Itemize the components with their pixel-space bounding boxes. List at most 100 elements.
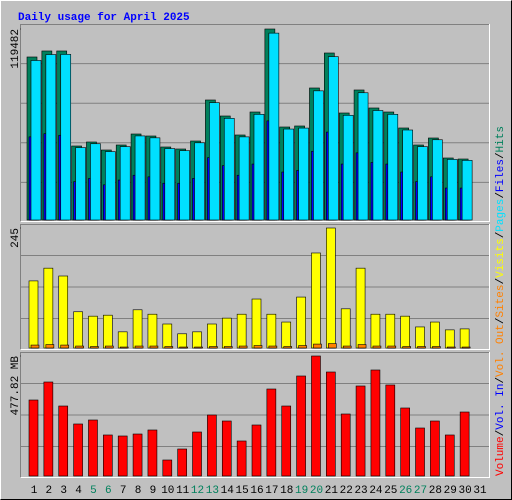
bar [223, 118, 235, 221]
x-tick-label: 18 [280, 485, 293, 497]
x-tick-label: 1 [31, 485, 38, 497]
bar [402, 129, 413, 221]
x-tick-label: 20 [310, 485, 323, 497]
bar [134, 345, 144, 349]
bar [28, 280, 39, 349]
bar [73, 311, 83, 349]
bar [164, 148, 176, 221]
bar [147, 313, 158, 349]
legend-separator: / [495, 377, 507, 384]
y-tick-label: 119482 [10, 29, 22, 69]
legend-entry: Volume [495, 436, 507, 476]
bar [194, 142, 205, 221]
x-tick-label: 11 [176, 485, 190, 497]
bar [342, 345, 352, 349]
x-tick-label: 5 [90, 485, 97, 497]
bar [266, 388, 277, 477]
bar [313, 343, 322, 349]
bar [179, 150, 190, 221]
bar [283, 128, 295, 221]
x-tick-label: 9 [150, 485, 157, 497]
bar [444, 329, 455, 349]
bar [326, 227, 336, 349]
bar [238, 136, 250, 221]
bar [177, 448, 187, 477]
bar [400, 315, 410, 349]
bar [387, 114, 399, 221]
bar [58, 405, 69, 477]
bar [253, 114, 265, 221]
x-tick-label: 30 [459, 485, 472, 497]
bar [402, 346, 411, 349]
x-tick-label: 26 [399, 485, 412, 497]
bar [357, 92, 369, 221]
bar [253, 345, 263, 349]
legend-entry: Files [495, 159, 507, 192]
bar [340, 413, 351, 477]
bar [357, 344, 367, 349]
bar [103, 314, 113, 349]
bar [90, 346, 99, 349]
bar [194, 346, 203, 349]
x-tick-label: 23 [354, 485, 367, 497]
bar [149, 137, 161, 221]
bar [400, 407, 410, 477]
x-tick-label: 15 [236, 485, 249, 497]
bar [45, 344, 55, 349]
panel-bevel-dark [20, 224, 490, 350]
x-tick-label: 13 [206, 485, 219, 497]
bar [60, 54, 72, 221]
bar [268, 345, 278, 349]
bar [387, 345, 397, 349]
bar [209, 102, 220, 221]
bar [117, 331, 128, 349]
bar [73, 423, 83, 477]
legend-entry: Pages [495, 199, 507, 232]
x-tick-label: 24 [369, 485, 383, 497]
bar [177, 333, 187, 349]
chart-title: Daily usage for April 2025 [18, 12, 190, 24]
bar [326, 371, 336, 477]
y-tick-label: 245 [10, 228, 22, 248]
x-tick-label: 28 [429, 485, 442, 497]
bar [461, 346, 471, 349]
bar [461, 160, 473, 221]
x-tick-label: 27 [414, 485, 427, 497]
bar [355, 267, 366, 349]
bar [385, 384, 396, 477]
bar [417, 346, 426, 349]
legend-separator: / [495, 318, 507, 325]
bar [60, 344, 70, 349]
bar [446, 346, 456, 349]
bar [417, 146, 428, 221]
bar [221, 317, 232, 349]
bar [281, 405, 292, 477]
x-tick-label: 8 [135, 485, 142, 497]
bar [179, 346, 188, 349]
bar [444, 434, 455, 477]
x-tick-label: 6 [105, 485, 112, 497]
bar [117, 435, 128, 477]
bar [236, 313, 247, 349]
bar [372, 345, 382, 349]
panel-bevel-dark [20, 24, 490, 222]
bar [149, 345, 159, 349]
bar [103, 434, 113, 477]
legend-entry: Vol. Out [495, 324, 507, 377]
bar [209, 346, 218, 349]
bar [268, 32, 280, 221]
x-tick-label: 7 [120, 485, 127, 497]
bar [432, 139, 443, 221]
bar [328, 343, 337, 349]
bar [266, 313, 277, 349]
bar [283, 346, 293, 349]
legend-entry: Sites [495, 285, 507, 318]
bar [147, 429, 158, 477]
x-tick-label: 4 [75, 485, 82, 497]
bar [162, 323, 173, 349]
x-tick-label: 19 [295, 485, 308, 497]
bar [192, 431, 202, 477]
bar [221, 420, 232, 477]
